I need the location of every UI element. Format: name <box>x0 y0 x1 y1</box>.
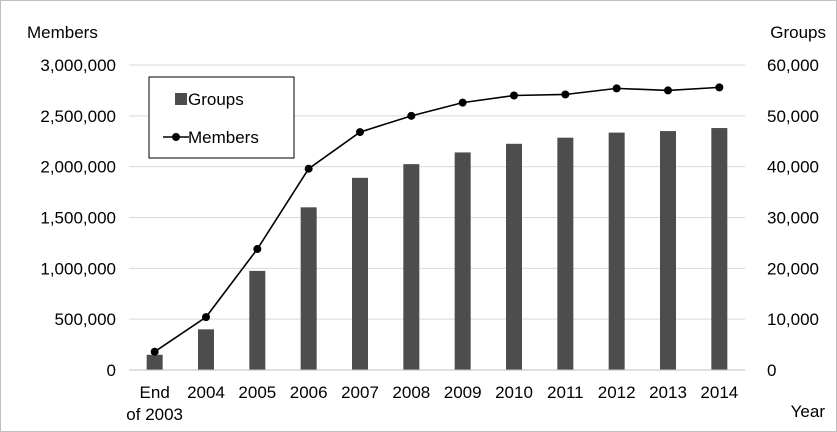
legend-label-members: Members <box>188 128 259 147</box>
x-tick-label: 2014 <box>700 383 738 402</box>
left-tick-label: 1,500,000 <box>40 209 116 228</box>
members-point <box>304 164 313 173</box>
left-tick-label: 2,000,000 <box>40 158 116 177</box>
x-tick-label: 2009 <box>444 383 482 402</box>
members-point <box>561 90 570 99</box>
groups-bar <box>146 354 163 370</box>
members-point <box>202 313 210 322</box>
groups-bar <box>506 143 522 370</box>
x-tick-label: of 2003 <box>126 405 183 424</box>
x-tick-label: 2013 <box>649 383 687 402</box>
groups-bar <box>352 177 368 370</box>
axes: 0 500,000 1,000,000 1,500,000 2,000,000 2,500… <box>40 56 819 424</box>
groups-bar <box>198 329 214 370</box>
x-tick-label: 2012 <box>598 383 636 402</box>
members-line <box>150 83 724 356</box>
legend: Groups Members <box>148 76 295 159</box>
members-point <box>715 83 724 92</box>
groups-bars <box>146 128 728 370</box>
members-point <box>253 245 262 254</box>
right-tick-label: 50,000 <box>767 107 819 126</box>
x-axis-title: Year <box>791 402 826 421</box>
members-point <box>356 128 364 137</box>
right-tick-label: 30,000 <box>767 209 819 228</box>
groups-bar <box>249 270 266 370</box>
left-tick-label: 1,000,000 <box>40 259 116 278</box>
groups-bar <box>557 137 574 370</box>
legend-marker-members <box>172 133 180 141</box>
groups-bar <box>403 164 420 370</box>
legend-swatch-groups <box>175 93 187 105</box>
legend-box <box>148 76 295 159</box>
members-point <box>664 86 672 95</box>
right-tick-label: 10,000 <box>767 310 819 329</box>
x-tick-label: 2010 <box>495 383 533 402</box>
members-line-path <box>154 86 720 353</box>
left-axis-title: Members <box>27 23 98 42</box>
left-tick-label: 2,500,000 <box>40 107 116 126</box>
x-tick-label: End <box>140 383 170 402</box>
right-axis-title: Groups <box>770 23 826 42</box>
right-tick-label: 40,000 <box>767 158 819 177</box>
members-point <box>458 98 467 107</box>
x-tick-label: 2004 <box>187 383 225 402</box>
members-point <box>150 347 159 356</box>
x-tick-label: 2011 <box>547 383 584 402</box>
x-tick-label: 2005 <box>238 383 276 402</box>
members-point <box>407 111 416 120</box>
x-tick-label: 2007 <box>341 383 379 402</box>
left-tick-label: 0 <box>107 361 116 380</box>
x-tick-label: 2006 <box>290 383 328 402</box>
groups-bar <box>300 207 317 370</box>
members-point <box>510 91 518 100</box>
x-tick-label: 2008 <box>392 383 430 402</box>
left-tick-label: 3,000,000 <box>40 56 116 75</box>
groups-bar <box>711 128 728 370</box>
groups-bar <box>454 152 471 370</box>
right-tick-label: 60,000 <box>767 56 819 75</box>
right-tick-label: 0 <box>767 361 776 380</box>
legend-label-groups: Groups <box>188 90 244 109</box>
left-tick-label: 500,000 <box>55 310 116 329</box>
members-point <box>612 84 621 93</box>
groups-bar <box>660 131 676 370</box>
groups-bar <box>608 132 625 370</box>
right-tick-label: 20,000 <box>767 259 819 278</box>
